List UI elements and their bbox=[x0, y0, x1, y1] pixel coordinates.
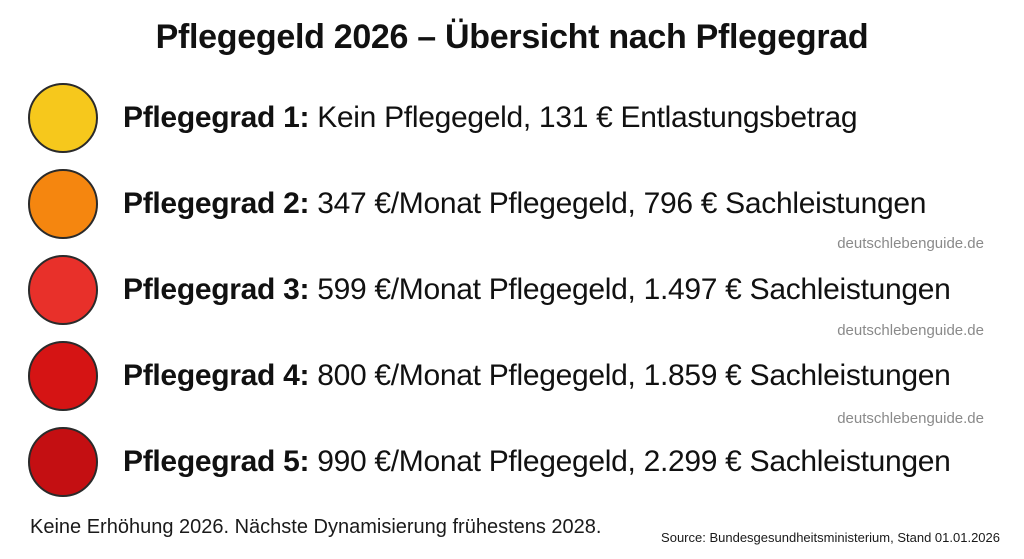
watermark: deutschlebenguide.de bbox=[837, 322, 984, 339]
pflegegrad-2-details: 347 €/Monat Pflegegeld, 796 € Sachleistu… bbox=[317, 187, 927, 220]
level-4-circle-icon bbox=[28, 341, 98, 411]
pflegegrad-5-details: 990 €/Monat Pflegegeld, 2.299 € Sachleis… bbox=[317, 445, 951, 478]
pflegegrad-2-row: Pflegegrad 2: 347 €/Monat Pflegegeld, 79… bbox=[28, 166, 926, 242]
level-2-circle-icon bbox=[28, 169, 98, 239]
watermark: deutschlebenguide.de bbox=[837, 410, 984, 427]
pflegegrad-1-details: Kein Pflegegeld, 131 € Entlastungsbetrag bbox=[317, 101, 858, 134]
pflegegrad-4-row: Pflegegrad 4: 800 €/Monat Pflegegeld, 1.… bbox=[28, 338, 951, 414]
footer-note: Keine Erhöhung 2026. Nächste Dynamisieru… bbox=[30, 516, 602, 538]
pflegegrad-5-label: Pflegegrad 5: bbox=[123, 445, 310, 478]
page-title: Pflegegeld 2026 – Übersicht nach Pflegeg… bbox=[155, 18, 869, 56]
pflegegrad-2-text: Pflegegrad 2: 347 €/Monat Pflegegeld, 79… bbox=[123, 187, 926, 221]
level-3-circle-icon bbox=[28, 255, 98, 325]
watermark: deutschlebenguide.de bbox=[837, 235, 984, 252]
pflegegrad-2-label: Pflegegrad 2: bbox=[123, 187, 310, 220]
source-credit: Source: Bundesgesundheitsministerium, St… bbox=[661, 530, 1000, 545]
pflegegrad-3-text: Pflegegrad 3: 599 €/Monat Pflegegeld, 1.… bbox=[123, 273, 951, 307]
pflegegrad-3-details: 599 €/Monat Pflegegeld, 1.497 € Sachleis… bbox=[317, 273, 951, 306]
pflegegrad-5-text: Pflegegrad 5: 990 €/Monat Pflegegeld, 2.… bbox=[123, 445, 951, 479]
pflegegrad-1-text: Pflegegrad 1: Kein Pflegegeld, 131 € Ent… bbox=[123, 101, 858, 135]
level-1-circle-icon bbox=[28, 83, 98, 153]
pflegegrad-3-label: Pflegegrad 3: bbox=[123, 273, 310, 306]
pflegegrad-4-details: 800 €/Monat Pflegegeld, 1.859 € Sachleis… bbox=[317, 359, 951, 392]
pflegegrad-5-row: Pflegegrad 5: 990 €/Monat Pflegegeld, 2.… bbox=[28, 424, 951, 500]
pflegegrad-1-row: Pflegegrad 1: Kein Pflegegeld, 131 € Ent… bbox=[28, 80, 858, 156]
pflegegrad-4-text: Pflegegrad 4: 800 €/Monat Pflegegeld, 1.… bbox=[123, 359, 951, 393]
pflegegrad-1-label: Pflegegrad 1: bbox=[123, 101, 310, 134]
level-5-circle-icon bbox=[28, 427, 98, 497]
pflegegrad-4-label: Pflegegrad 4: bbox=[123, 359, 310, 392]
pflegegrad-3-row: Pflegegrad 3: 599 €/Monat Pflegegeld, 1.… bbox=[28, 252, 951, 328]
